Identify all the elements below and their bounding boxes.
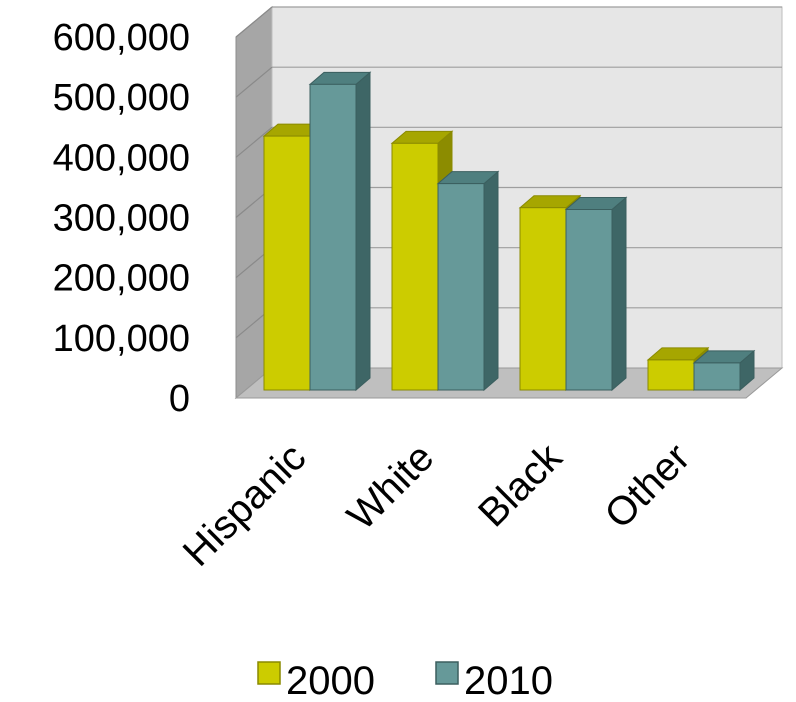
legend-swatch-2010 bbox=[435, 661, 459, 685]
bar-other-2010 bbox=[692, 349, 756, 392]
bar-black-2010 bbox=[564, 196, 628, 392]
y-tick-label: 300,000 bbox=[53, 198, 190, 240]
gridline bbox=[235, 6, 273, 38]
legend-swatch-2000 bbox=[257, 661, 281, 685]
bar-front bbox=[647, 359, 695, 391]
gridline bbox=[235, 126, 273, 158]
y-tick-label: 600,000 bbox=[53, 17, 190, 59]
bar-front bbox=[263, 135, 311, 391]
bar-front bbox=[693, 362, 741, 391]
y-tick-label: 100,000 bbox=[53, 318, 190, 360]
chart-floor bbox=[234, 367, 784, 399]
legend-label-2000: 2000 bbox=[286, 659, 375, 702]
bar-front bbox=[309, 83, 357, 391]
bars bbox=[262, 71, 756, 392]
gridline bbox=[235, 66, 273, 98]
category-label-black: Black bbox=[470, 435, 571, 536]
y-axis-ticks: 0 100,000 200,000 300,000 400,000 500,000 600,… bbox=[53, 17, 190, 420]
y-tick-label: 500,000 bbox=[53, 77, 190, 119]
category-label-other: Other bbox=[597, 435, 699, 537]
bar-side bbox=[611, 196, 627, 392]
legend: 2000 2010 bbox=[257, 659, 553, 702]
category-label-white: White bbox=[339, 435, 442, 538]
bar-side bbox=[355, 71, 371, 392]
bar-side bbox=[483, 170, 499, 392]
bar-front bbox=[391, 142, 439, 391]
bar-front bbox=[565, 209, 613, 391]
y-tick-label: 0 bbox=[169, 378, 190, 420]
legend-label-2010: 2010 bbox=[464, 659, 553, 702]
y-tick-label: 200,000 bbox=[53, 258, 190, 300]
category-label-hispanic: Hispanic bbox=[175, 435, 315, 575]
y-tick-label: 400,000 bbox=[53, 137, 190, 179]
bar-front bbox=[437, 183, 485, 391]
bar-hispanic-2010 bbox=[308, 71, 372, 392]
category-labels: Hispanic White Black Other bbox=[175, 435, 699, 575]
bar-white-2010 bbox=[436, 170, 500, 392]
bar-front bbox=[519, 207, 567, 391]
